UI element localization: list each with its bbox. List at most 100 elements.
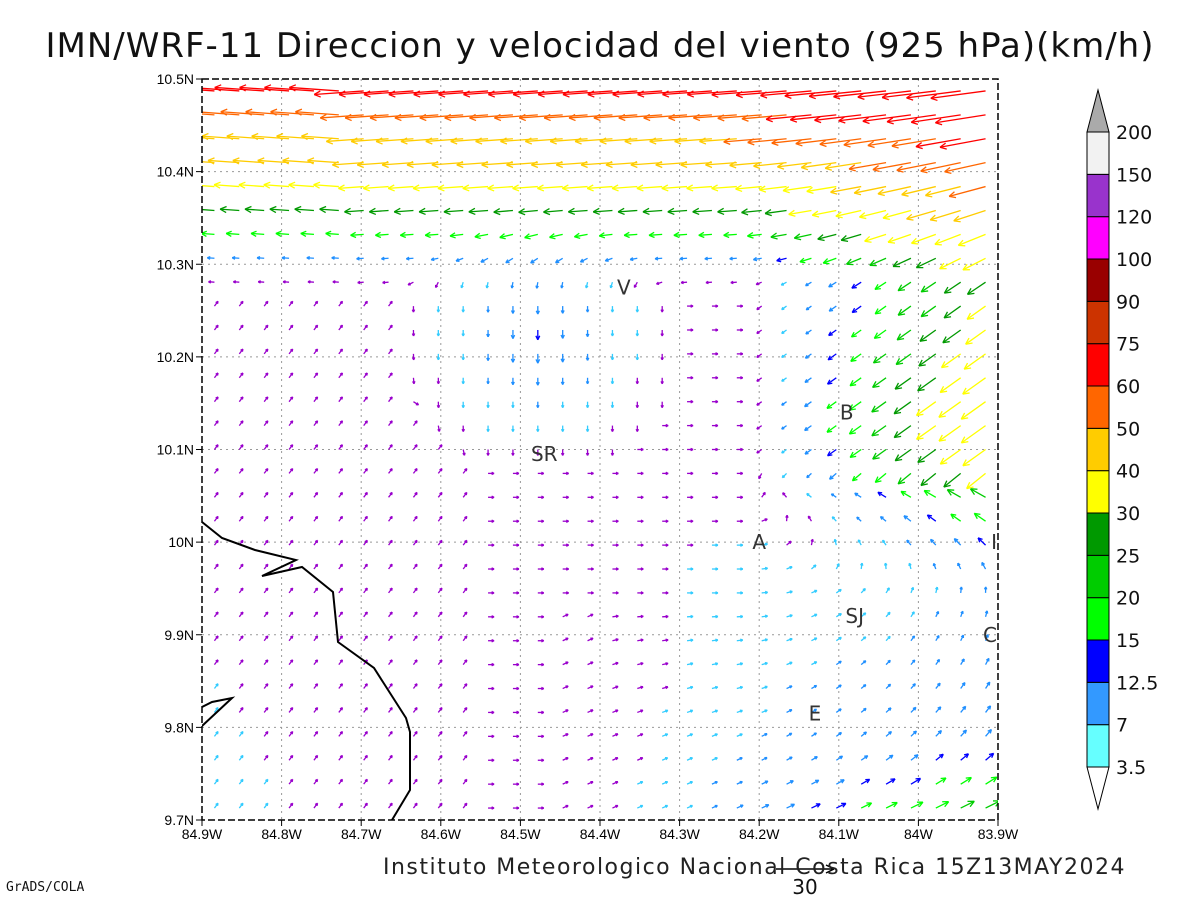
wind-vector — [735, 90, 787, 99]
wind-vector — [382, 280, 389, 285]
wind-vector — [313, 802, 319, 809]
wind-vector — [282, 157, 314, 165]
wind-vector — [633, 281, 638, 288]
wind-vector — [811, 684, 818, 690]
wind-vector — [717, 114, 762, 122]
wind-vector — [711, 90, 762, 98]
wind-vector — [736, 662, 744, 666]
city-label: V — [617, 275, 631, 299]
wind-vector — [635, 377, 640, 385]
x-tick-label: 84W — [904, 826, 934, 842]
wind-vector — [894, 448, 912, 462]
wind-vector — [202, 137, 215, 140]
wind-vector — [630, 160, 663, 169]
y-tick-label: 9.7N — [164, 812, 194, 828]
y-tick-label: 10.1N — [157, 442, 194, 458]
wind-vector — [711, 804, 718, 809]
wind-vector — [811, 209, 837, 218]
wind-vector — [512, 567, 520, 571]
wind-vector — [960, 753, 970, 761]
wind-vector — [462, 491, 468, 498]
wind-vector — [808, 90, 862, 100]
wind-vector — [560, 353, 565, 363]
wind-vector — [388, 635, 393, 642]
wind-vector — [468, 207, 489, 216]
wind-vector — [388, 90, 439, 98]
wind-vector — [213, 539, 219, 546]
wind-vector — [239, 84, 290, 92]
wind-vector — [238, 181, 265, 189]
wind-vector — [488, 615, 495, 619]
wind-vector — [925, 185, 961, 198]
wind-vector — [729, 256, 737, 261]
wind-vector — [896, 162, 936, 173]
wind-vector — [331, 255, 339, 260]
wind-vector — [462, 754, 468, 761]
wind-vector — [288, 300, 294, 307]
wind-vector — [338, 491, 344, 498]
wind-vector — [935, 801, 950, 809]
wind-vector — [233, 280, 240, 284]
city-label: E — [809, 701, 822, 725]
colorbar-segment — [1086, 681, 1110, 726]
wind-vector — [562, 567, 569, 571]
wind-vector — [288, 324, 294, 331]
wind-vector — [587, 661, 594, 666]
wind-vector — [662, 662, 669, 666]
wind-vector — [747, 138, 787, 146]
wind-vector — [202, 132, 240, 141]
wind-vector — [973, 512, 986, 522]
wind-vector — [338, 778, 344, 785]
wind-vector — [800, 162, 837, 171]
wind-vector — [568, 207, 588, 216]
wind-vector — [288, 420, 294, 426]
wind-vector — [388, 444, 393, 450]
wind-vector — [462, 449, 466, 456]
wind-vector — [288, 659, 294, 666]
colorbar-segment — [1086, 385, 1110, 429]
wind-vector — [833, 538, 838, 546]
wind-vector — [711, 614, 719, 619]
wind-vector — [263, 802, 269, 809]
wind-vector — [788, 209, 812, 217]
wind-vector — [537, 471, 545, 476]
wind-vector — [851, 281, 862, 289]
wind-vector — [288, 587, 294, 594]
wind-vector — [202, 89, 215, 92]
wind-vector — [838, 114, 887, 124]
wind-vector — [910, 777, 922, 785]
wind-vector — [462, 778, 468, 785]
wind-vector — [375, 137, 414, 145]
wind-vector — [871, 425, 887, 437]
wind-vector — [736, 519, 744, 523]
wind-vector — [437, 444, 443, 450]
wind-vector — [363, 539, 368, 546]
wind-vector — [736, 328, 744, 332]
wind-vector — [612, 709, 619, 714]
wind-vector — [363, 587, 368, 594]
wind-vector — [711, 519, 719, 523]
wind-vector — [412, 515, 418, 522]
wind-vector — [363, 324, 368, 331]
wind-vector — [883, 562, 888, 570]
wind-vector — [238, 802, 244, 809]
wind-vector — [375, 231, 389, 239]
wind-vector — [943, 281, 962, 294]
wind-vector — [213, 396, 219, 403]
wind-vector — [213, 444, 219, 450]
wind-vector — [238, 683, 244, 689]
wind-vector — [736, 495, 744, 500]
wind-vector — [771, 138, 812, 147]
wind-vector — [325, 137, 364, 145]
wind-vector — [363, 707, 368, 713]
wind-vector — [856, 516, 862, 522]
wind-vector — [962, 377, 986, 395]
wind-vector — [393, 207, 414, 216]
colorbar-segment — [1086, 131, 1110, 175]
wind-vector — [872, 377, 887, 389]
wind-vector — [437, 659, 443, 666]
wind-vector — [488, 471, 495, 476]
wind-vector — [835, 209, 862, 219]
wind-vector — [782, 185, 812, 194]
wind-vector — [864, 233, 887, 243]
